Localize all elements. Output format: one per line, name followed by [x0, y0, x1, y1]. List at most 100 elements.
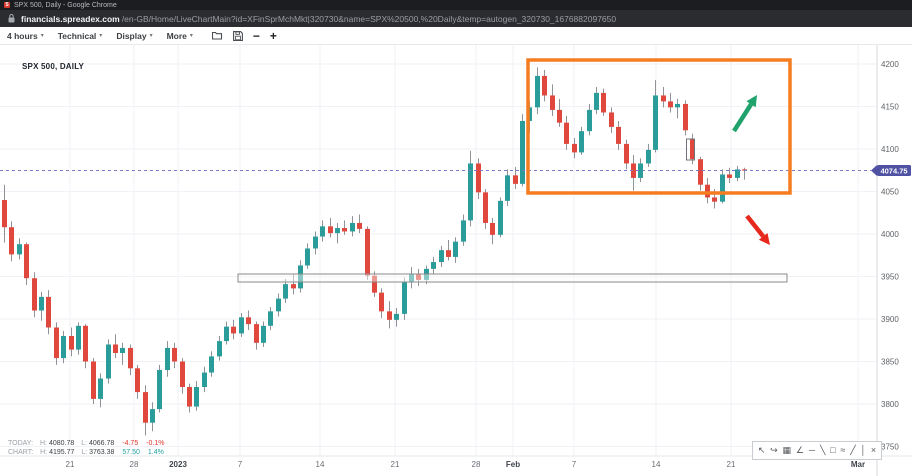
candle-body: [705, 184, 710, 198]
candle-body: [402, 282, 407, 314]
candle-body: [128, 347, 133, 369]
candle-body: [557, 109, 562, 123]
trend-line-tool-icon[interactable]: ╲: [819, 445, 826, 455]
candle-body: [483, 192, 488, 223]
candle-body: [720, 174, 725, 202]
candle-body: [387, 311, 392, 320]
candle-body: [83, 325, 88, 362]
price-axis-label: 4100: [881, 145, 899, 154]
diagonal-line-tool-icon[interactable]: ╱: [850, 445, 856, 455]
legend-today-label: TODAY:: [8, 440, 34, 447]
candle-body: [520, 120, 525, 184]
pointer-tool-icon[interactable]: ↖: [757, 445, 766, 455]
candle-body: [550, 95, 555, 110]
bearish-arrow[interactable]: [745, 214, 765, 238]
candle-body: [69, 336, 74, 350]
candle-body: [61, 336, 66, 359]
candle-body: [653, 95, 658, 150]
price-axis-label: 3950: [881, 272, 899, 281]
candle-body: [372, 275, 377, 293]
candle-body: [505, 175, 510, 201]
support-zone-rectangle[interactable]: [237, 273, 788, 283]
grid-tool-icon[interactable]: ▦: [782, 445, 792, 455]
timeframe-dropdown-label: 4 hours: [7, 30, 38, 41]
candle-body: [313, 236, 318, 249]
high-key: H:: [40, 448, 48, 456]
angle-measure-tool-icon[interactable]: ∠: [795, 445, 804, 455]
low-key: L:: [81, 448, 88, 456]
candle-body: [172, 347, 177, 362]
candle-body: [690, 138, 695, 160]
open-chart-button[interactable]: [207, 31, 228, 40]
today-high-value: 4080.78: [48, 440, 75, 447]
save-icon: [232, 30, 243, 41]
date-axis-label: Mar: [851, 460, 865, 469]
more-dropdown-label: More: [166, 30, 187, 41]
candle-body: [357, 222, 362, 229]
save-chart-button[interactable]: [228, 30, 248, 41]
chart-symbol-title: SPX 500, DAILY: [22, 62, 85, 71]
price-axis-label: 4000: [881, 230, 899, 239]
candle-body: [202, 372, 207, 387]
candle-body: [187, 387, 192, 407]
more-dropdown[interactable]: More ▾: [167, 31, 201, 41]
price-axis-label: 4200: [881, 60, 899, 69]
arrow-draw-tool-icon[interactable]: ↪: [770, 445, 778, 455]
timeframe-dropdown[interactable]: 4 hours ▾: [7, 31, 52, 41]
gridlines: 4200 4150 4100 4050 4000 3950 3900 3850 3800 3750…: [0, 45, 899, 469]
address-bar[interactable]: financials.spreadex.com /en-GB/Home/Live…: [0, 10, 912, 27]
high-key: H:: [39, 440, 47, 447]
display-dropdown-label: Display: [116, 30, 147, 41]
candle-body: [439, 250, 444, 263]
legend-chart-label: CHART:: [8, 448, 34, 456]
chart-high-value: 4195.77: [49, 448, 75, 456]
candle-body: [698, 159, 703, 185]
consolidation-box[interactable]: [526, 58, 792, 195]
candle-body: [120, 347, 125, 353]
technical-dropdown[interactable]: Technical ▾: [58, 31, 111, 41]
candlestick-series: [2, 67, 747, 436]
last-price-badge: 4074.75: [871, 164, 911, 176]
candle-body: [727, 174, 732, 178]
text-tool-icon[interactable]: ≈: [840, 445, 846, 455]
rectangle-tool-icon[interactable]: □: [830, 445, 836, 455]
date-axis-label: 21: [391, 460, 400, 469]
vertical-line-tool-icon[interactable]: │: [860, 445, 867, 455]
remove-drawings-icon[interactable]: ×: [870, 445, 877, 455]
window-title: SPX 500, Daily - Google Chrome: [14, 1, 117, 9]
candle-body: [498, 200, 503, 235]
candle-body: [276, 298, 281, 312]
candle-body: [106, 344, 111, 379]
candle-body: [320, 226, 325, 237]
price-chart[interactable]: 4200 4150 4100 4050 4000 3950 3900 3850 3800 3750…: [0, 45, 912, 476]
candle-body: [54, 327, 59, 359]
spreadex-favicon: S: [4, 2, 10, 8]
candle-body: [217, 341, 222, 357]
display-dropdown[interactable]: Display ▾: [116, 31, 160, 41]
candle-body: [587, 109, 592, 132]
plus-icon: +: [269, 28, 277, 43]
price-axis-label: 4050: [881, 187, 899, 196]
legend-row-today: TODAY: H: 4080.78 L: 4066.78 -4.75 -0.1%: [8, 440, 164, 449]
candle-highlight-box[interactable]: [686, 138, 695, 161]
chart-low-value: 3763.38: [89, 448, 115, 456]
ohlc-legend: TODAY: H: 4080.78 L: 4066.78 -4.75 -0.1%…: [8, 440, 164, 457]
candle-body: [239, 317, 244, 334]
candle-body: [394, 313, 399, 320]
candle-body: [9, 227, 14, 255]
candle-body: [91, 361, 96, 399]
candle-body: [39, 296, 44, 311]
zoom-in-button[interactable]: +: [265, 28, 282, 43]
candle-body: [46, 296, 51, 328]
date-axis-label: 21: [66, 460, 75, 469]
candle-body: [416, 273, 421, 280]
horizontal-line-tool-icon[interactable]: ─: [808, 445, 816, 455]
date-axis-label: 21: [727, 460, 736, 469]
candle-body: [624, 143, 629, 164]
candle-body: [2, 200, 7, 228]
candle-body: [150, 409, 155, 423]
candle-body: [328, 226, 333, 234]
zoom-out-button[interactable]: −: [248, 30, 265, 42]
price-axis-label: 3900: [881, 315, 899, 324]
bullish-arrow[interactable]: [732, 103, 753, 133]
